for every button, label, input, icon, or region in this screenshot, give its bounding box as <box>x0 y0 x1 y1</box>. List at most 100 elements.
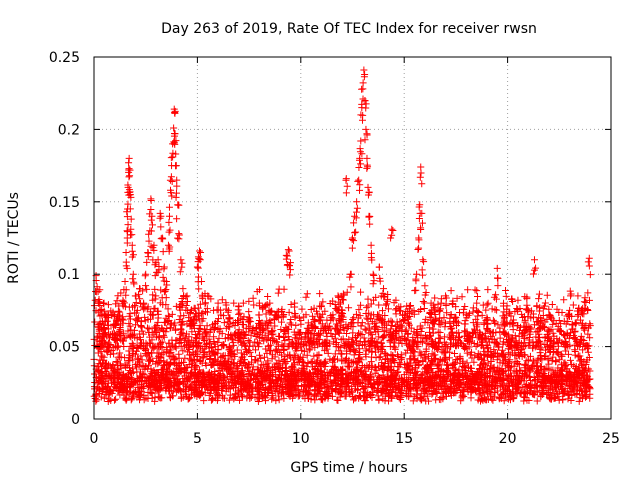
data-point <box>157 223 165 231</box>
data-point <box>152 292 160 300</box>
data-point <box>129 270 137 278</box>
data-point <box>173 215 181 223</box>
data-point <box>273 338 281 346</box>
data-point <box>125 154 133 162</box>
data-point <box>155 333 163 341</box>
data-point <box>349 315 357 323</box>
data-point <box>478 311 486 319</box>
data-point <box>200 397 208 405</box>
data-point <box>429 325 437 333</box>
data-point <box>382 350 390 358</box>
data-point <box>186 355 194 363</box>
data-point <box>356 354 364 362</box>
data-point <box>128 343 136 351</box>
data-point <box>110 350 118 358</box>
data-point <box>225 378 233 386</box>
data-point <box>368 353 376 361</box>
data-point <box>353 359 361 367</box>
data-point <box>560 296 568 304</box>
data-point <box>375 301 383 309</box>
data-point <box>444 344 452 352</box>
data-point <box>236 396 244 404</box>
data-point <box>113 297 121 305</box>
data-point <box>358 331 366 339</box>
data-point <box>543 291 551 299</box>
data-point <box>242 378 250 386</box>
data-point <box>159 248 167 256</box>
data-point <box>195 285 203 293</box>
data-point <box>292 321 300 329</box>
data-point <box>303 290 311 298</box>
data-point <box>364 320 372 328</box>
data-point <box>253 365 261 373</box>
data-point <box>357 322 365 330</box>
data-point <box>357 301 365 309</box>
data-point <box>155 349 163 357</box>
data-point <box>140 362 148 370</box>
data-point <box>299 361 307 369</box>
data-point <box>226 315 234 323</box>
data-point <box>434 328 442 336</box>
data-point <box>453 294 461 302</box>
data-point <box>499 312 507 320</box>
data-point <box>564 395 572 403</box>
data-point <box>142 282 150 290</box>
data-point <box>549 320 557 328</box>
data-point <box>127 396 135 404</box>
data-point <box>104 301 112 309</box>
data-point <box>375 354 383 362</box>
data-point <box>257 354 265 362</box>
data-point <box>165 203 173 211</box>
data-point <box>571 346 579 354</box>
data-point <box>525 356 533 364</box>
data-point <box>147 206 155 214</box>
data-point <box>298 357 306 365</box>
data-point <box>379 371 387 379</box>
data-point <box>120 342 128 350</box>
data-point <box>245 361 253 369</box>
grid <box>94 57 611 419</box>
data-point <box>121 277 129 285</box>
data-point <box>447 287 455 295</box>
data-point <box>391 344 399 352</box>
data-point <box>150 305 158 313</box>
data-point <box>501 329 509 337</box>
data-point <box>331 334 339 342</box>
data-point <box>177 256 185 264</box>
data-point <box>554 349 562 357</box>
data-point <box>451 350 459 358</box>
data-point <box>422 397 430 405</box>
data-point <box>558 381 566 389</box>
data-point <box>537 344 545 352</box>
data-point <box>502 393 510 401</box>
data-point <box>361 363 369 371</box>
data-point <box>455 333 463 341</box>
data-point <box>248 353 256 361</box>
data-point <box>172 325 180 333</box>
data-point <box>357 288 365 296</box>
data-point <box>278 341 286 349</box>
data-point <box>102 391 110 399</box>
data-point <box>350 339 358 347</box>
data-point <box>436 335 444 343</box>
data-point <box>291 299 299 307</box>
data-point <box>105 395 113 403</box>
data-point <box>409 397 417 405</box>
data-point <box>246 348 254 356</box>
data-point <box>282 255 290 263</box>
data-point <box>523 301 531 309</box>
data-point <box>388 321 396 329</box>
data-point <box>164 241 172 249</box>
data-point <box>471 286 479 294</box>
data-point <box>526 376 534 384</box>
data-point <box>161 287 169 295</box>
data-point <box>168 177 176 185</box>
chart-title: Day 263 of 2019, Rate Of TEC Index for r… <box>161 21 537 37</box>
data-point <box>553 305 561 313</box>
data-point <box>112 358 120 366</box>
data-point <box>390 342 398 350</box>
data-point <box>275 396 283 404</box>
data-point <box>245 308 253 316</box>
data-point <box>521 360 529 368</box>
data-point <box>114 307 122 315</box>
